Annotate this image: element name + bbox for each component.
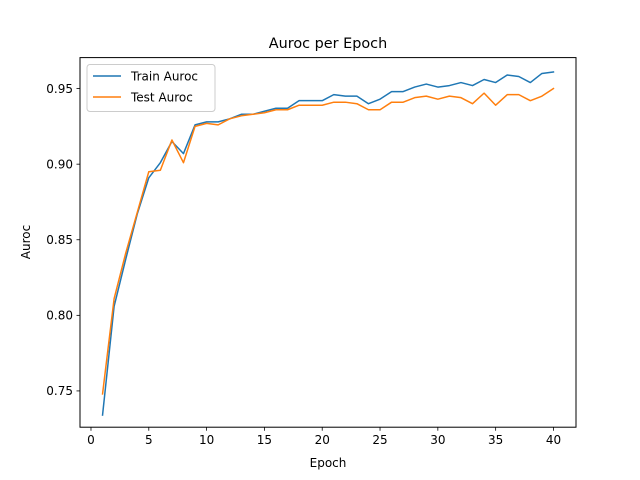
legend: Train Auroc Test Auroc bbox=[86, 64, 216, 112]
x-tick-label: 30 bbox=[430, 433, 445, 447]
y-axis: 0.75 0.80 0.85 0.90 0.95 bbox=[46, 82, 80, 398]
plot-frame bbox=[79, 57, 577, 428]
series-layer bbox=[101, 71, 555, 416]
y-axis-title: Auroc bbox=[19, 225, 33, 259]
series-line-test-auroc bbox=[101, 87, 555, 395]
y-tick-label: 0.85 bbox=[46, 233, 73, 247]
x-axis: 0 5 10 15 20 25 30 35 40 bbox=[87, 427, 561, 447]
y-tick-label: 0.75 bbox=[46, 384, 73, 398]
y-tick-label: 0.95 bbox=[46, 82, 73, 96]
x-tick-label: 25 bbox=[372, 433, 387, 447]
x-axis-title: Epoch bbox=[310, 456, 347, 470]
x-tick-label: 35 bbox=[488, 433, 503, 447]
series-line-train-auroc bbox=[101, 71, 555, 416]
legend-label-train-auroc: Train Auroc bbox=[130, 69, 198, 83]
legend-label-test-auroc: Test Auroc bbox=[130, 90, 193, 104]
y-tick-label: 0.80 bbox=[46, 309, 73, 323]
x-tick-label: 0 bbox=[87, 433, 95, 447]
x-tick-label: 20 bbox=[315, 433, 330, 447]
y-tick-label: 0.90 bbox=[46, 157, 73, 171]
x-tick-label: 40 bbox=[546, 433, 561, 447]
chart-title: Auroc per Epoch bbox=[269, 36, 387, 52]
x-tick-label: 5 bbox=[145, 433, 153, 447]
x-tick-label: 10 bbox=[199, 433, 214, 447]
x-tick-label: 15 bbox=[257, 433, 272, 447]
